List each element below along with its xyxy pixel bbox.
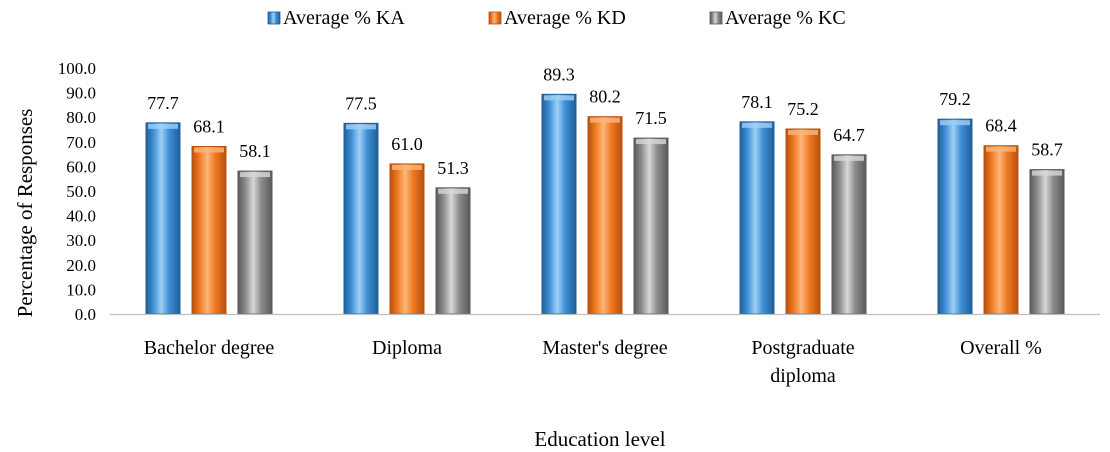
bar xyxy=(831,154,867,315)
y-tick-label: 100.0 xyxy=(58,59,96,78)
bar xyxy=(191,145,227,315)
bar-highlight xyxy=(148,123,178,129)
y-tick-label: 10.0 xyxy=(66,280,96,299)
y-tick-label: 50.0 xyxy=(66,182,96,201)
bar xyxy=(633,137,669,315)
legend: Average % KA Average % KD Average % KC xyxy=(267,7,846,29)
bar-value-label: 71.5 xyxy=(635,108,667,128)
bar-highlight xyxy=(1032,170,1062,176)
bar-value-label: 68.1 xyxy=(193,116,225,136)
bar-highlight xyxy=(194,147,224,153)
bar-value-label: 77.5 xyxy=(345,93,377,113)
y-axis-title: Percentage of Responses xyxy=(13,109,37,318)
y-tick-label: 60.0 xyxy=(66,157,96,176)
bar xyxy=(541,93,577,315)
bar-highlight xyxy=(986,146,1016,152)
y-tick-label: 70.0 xyxy=(66,133,96,152)
legend-swatch xyxy=(267,11,281,25)
bar-value-label: 80.2 xyxy=(589,87,621,107)
x-category-label: Postgraduate diploma xyxy=(751,337,854,387)
bar xyxy=(785,128,821,315)
bar-value-label: 79.2 xyxy=(939,89,971,109)
x-category-label: Master's degree xyxy=(542,337,667,359)
bar-highlight xyxy=(438,188,468,194)
bar-highlight xyxy=(590,117,620,123)
bar-value-label: 77.7 xyxy=(147,93,179,113)
y-tick-label: 80.0 xyxy=(66,108,96,127)
bar xyxy=(739,121,775,315)
bar xyxy=(1029,169,1065,315)
bar xyxy=(983,145,1019,315)
y-tick-label: 40.0 xyxy=(66,207,96,226)
bar xyxy=(587,116,623,315)
legend-label: Average % KC xyxy=(725,7,846,29)
bar-highlight xyxy=(240,172,270,178)
legend-label: Average % KA xyxy=(283,7,405,29)
legend-label: Average % KD xyxy=(504,7,626,29)
bars xyxy=(145,93,1065,315)
bar-highlight xyxy=(788,130,818,136)
bar-highlight xyxy=(346,124,376,130)
bar-value-label: 68.4 xyxy=(985,116,1017,136)
value-labels: 77.7 68.1 58.1 77.5 61.0 51.3 89.3 80.2 71.5 78.1… xyxy=(147,64,1063,177)
x-category-label: Bachelor degree xyxy=(144,337,275,359)
bar xyxy=(389,163,425,315)
bar-highlight xyxy=(834,155,864,161)
bar xyxy=(343,122,379,315)
bar-value-label: 58.7 xyxy=(1031,140,1063,160)
bar-highlight xyxy=(940,120,970,126)
bar xyxy=(937,118,973,315)
bar xyxy=(237,170,273,315)
x-category-label: Diploma xyxy=(372,337,442,359)
x-axis-title: Education level xyxy=(534,427,665,451)
bar-value-label: 51.3 xyxy=(437,158,469,178)
bar xyxy=(145,122,181,315)
bar-value-label: 61.0 xyxy=(391,134,423,154)
x-axis: Bachelor degree Diploma Master's degree Pos… xyxy=(110,313,1100,387)
bar-value-label: 64.7 xyxy=(833,125,865,145)
legend-swatch xyxy=(488,11,502,25)
y-tick-label: 20.0 xyxy=(66,256,96,275)
legend-swatch xyxy=(709,11,723,25)
bar-highlight xyxy=(544,95,574,101)
y-tick-label: 30.0 xyxy=(66,231,96,250)
y-tick-label: 90.0 xyxy=(66,84,96,103)
bar-highlight xyxy=(742,122,772,128)
y-axis: 0.0 10.0 20.0 30.0 40.0 50.0 60.0 70.0 80.0 90.0 1… xyxy=(58,59,96,324)
bar-value-label: 78.1 xyxy=(741,92,773,112)
bar xyxy=(435,187,471,315)
x-category-label: Overall % xyxy=(960,337,1042,359)
bar-highlight xyxy=(392,164,422,170)
bar-value-label: 75.2 xyxy=(787,99,819,119)
bar-value-label: 58.1 xyxy=(239,141,271,161)
bar-highlight xyxy=(636,139,666,145)
bar-value-label: 89.3 xyxy=(543,64,575,84)
y-tick-label: 0.0 xyxy=(75,305,96,324)
